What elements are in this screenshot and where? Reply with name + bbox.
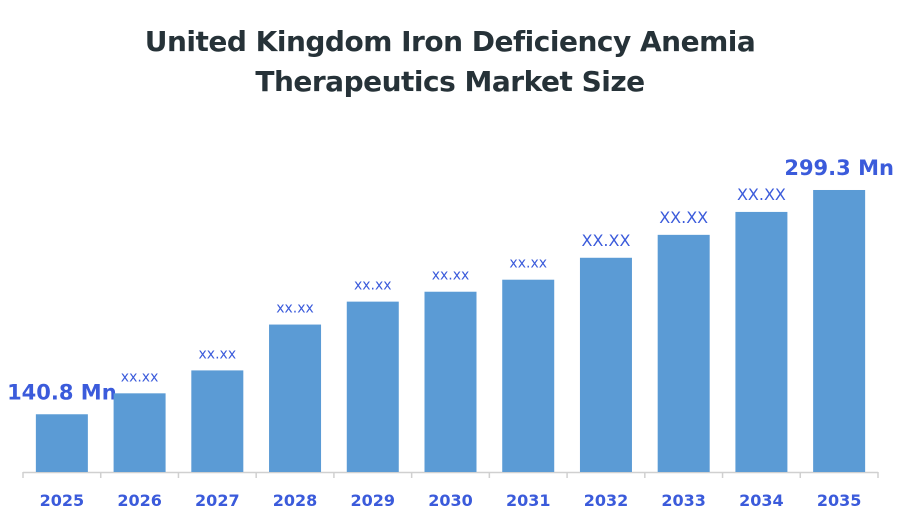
x-tick-label: 2034 xyxy=(739,491,784,510)
bar-2026 xyxy=(113,393,166,472)
data-label: 299.3 Mn xyxy=(784,156,894,180)
x-tick-label: 2030 xyxy=(428,491,473,510)
data-label: 140.8 Mn xyxy=(7,380,117,404)
chart-title-line-2: Therapeutics Market Size xyxy=(255,65,645,98)
bar-2034 xyxy=(735,211,788,472)
bar-2027 xyxy=(191,370,244,472)
data-label: xx.xx xyxy=(509,256,547,272)
bar-2028 xyxy=(269,324,322,472)
data-label: XX.XX xyxy=(581,231,630,250)
x-tick-label: 2032 xyxy=(584,491,629,510)
bar-2029 xyxy=(346,301,399,472)
chart-title-line-1: United Kingdom Iron Deficiency Anemia xyxy=(144,25,756,58)
x-tick-label: 2025 xyxy=(40,491,85,510)
bar-2025 xyxy=(35,414,88,472)
data-label: xx.xx xyxy=(354,278,392,294)
x-tick-label: 2027 xyxy=(195,491,240,510)
data-label: xx.xx xyxy=(276,301,314,317)
x-tick-label: 2026 xyxy=(117,491,162,510)
data-label: XX.XX xyxy=(659,208,708,227)
bar-2030 xyxy=(424,291,477,472)
chart-title: United Kingdom Iron Deficiency Anemia Th… xyxy=(0,22,900,102)
bar-2031 xyxy=(502,279,555,472)
bar-2033 xyxy=(657,234,710,472)
x-tick-label: 2031 xyxy=(506,491,551,510)
bar-2032 xyxy=(579,257,632,472)
bar-2035 xyxy=(813,189,866,473)
data-label: xx.xx xyxy=(432,268,470,284)
data-label: xx.xx xyxy=(199,346,237,362)
x-tick-label: 2028 xyxy=(273,491,318,510)
x-tick-label: 2035 xyxy=(817,491,862,510)
x-tick-label: 2029 xyxy=(351,491,396,510)
data-label: xx.xx xyxy=(121,369,159,385)
x-tick-label: 2033 xyxy=(661,491,706,510)
data-label: XX.XX xyxy=(737,185,786,204)
